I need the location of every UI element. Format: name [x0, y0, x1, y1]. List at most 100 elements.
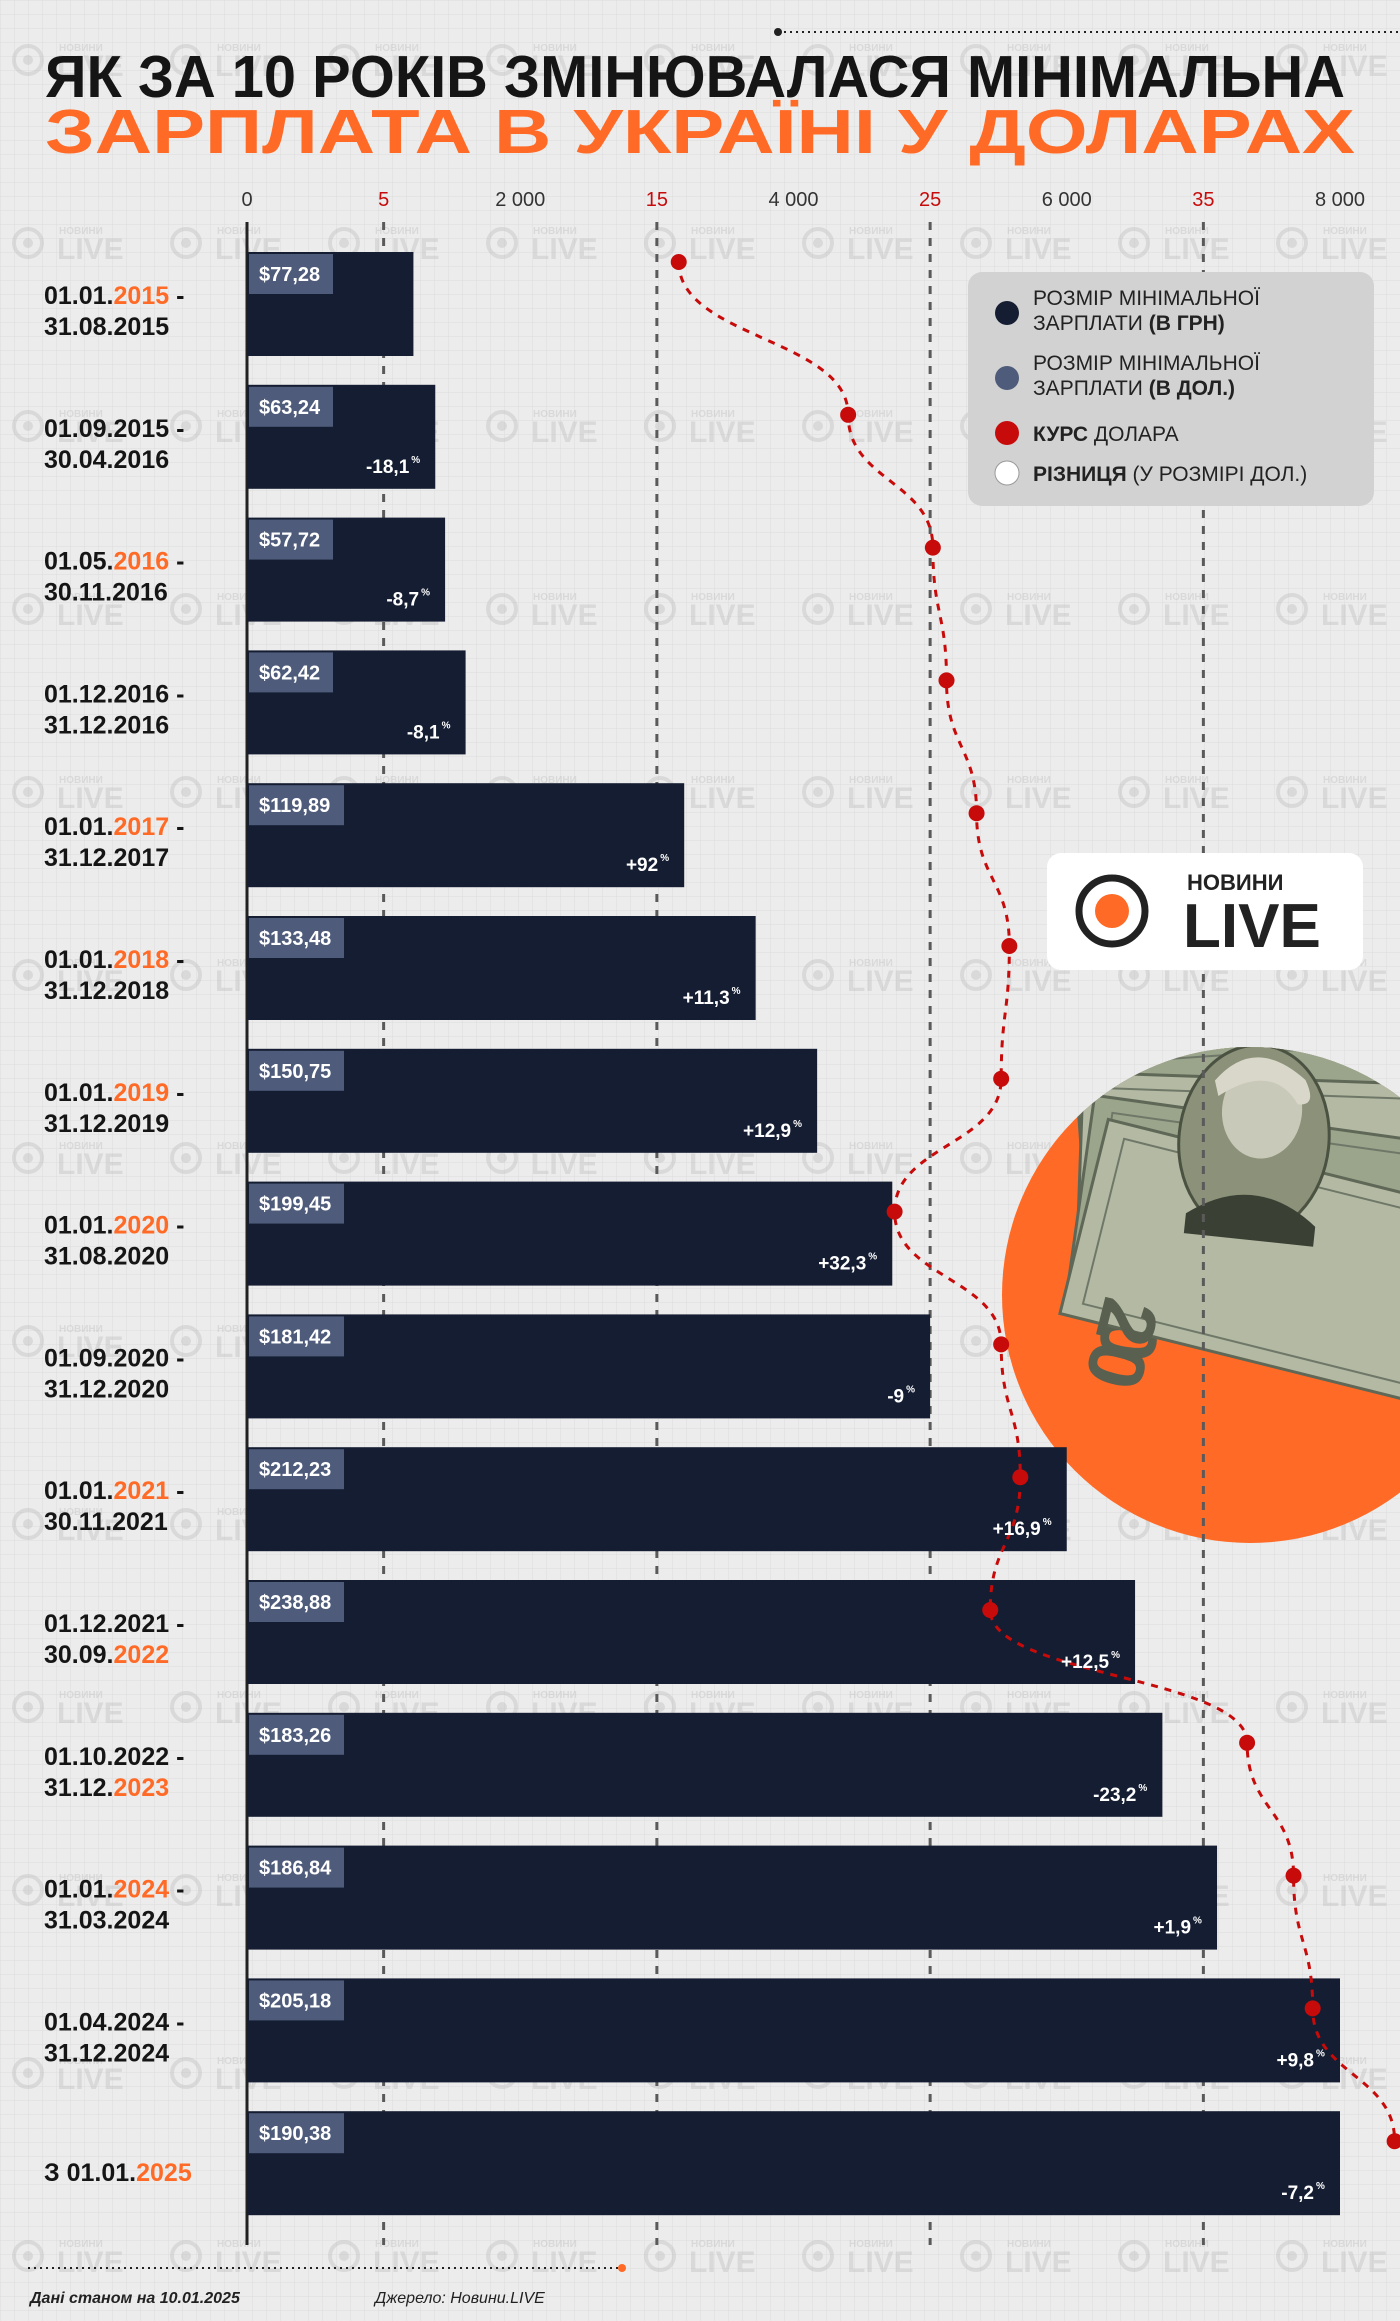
watermark-logo-dot-icon	[971, 1336, 981, 1346]
category-year: 2021	[114, 1477, 170, 1505]
legend-bold: КУРС	[1033, 423, 1088, 446]
title-line1: ЯК ЗА 10 РОКІВ ЗМІНЮВАЛАСЯ МІНІМАЛЬНА	[45, 44, 1345, 110]
bar-usd-tag	[249, 1050, 344, 1091]
bar-diff-label: +9,8	[1276, 2050, 1314, 2071]
watermark-logo-icon	[1276, 1691, 1308, 1723]
watermark-bottom: LIVE	[531, 50, 598, 83]
exchange-rate-point	[886, 1203, 903, 1220]
exchange-rate-point	[924, 539, 941, 556]
watermark-logo-dot-icon	[181, 604, 191, 614]
bar-diff-unit: %	[1316, 2048, 1325, 2059]
watermark-top: НОВИНИ	[59, 775, 103, 786]
watermark-logo-icon	[486, 227, 518, 259]
bar-diff-label: -18,1	[366, 457, 410, 478]
watermark-logo-icon	[960, 1142, 992, 1174]
category-text: 31.12.2024	[44, 2039, 169, 2067]
watermark-bottom: LIVE	[57, 2246, 124, 2279]
banknote-border	[1081, 1137, 1400, 1422]
category-label-line2: 30.11.2021	[44, 1508, 168, 1536]
bar-usd-tag	[249, 1582, 344, 1622]
exchange-rate-point	[968, 805, 985, 822]
portrait-hair	[1214, 1057, 1311, 1105]
watermark-top: НОВИНИ	[1165, 775, 1209, 786]
logo-dot-icon	[1095, 894, 1129, 928]
title-line-dot	[774, 28, 782, 36]
watermark-top: НОВИНИ	[533, 409, 577, 420]
footer-source: Джерело: Новини.LIVE	[373, 2290, 545, 2307]
bar-usd-tag	[249, 1183, 344, 1224]
watermark-logo-icon	[12, 593, 44, 625]
exchange-rate-point	[938, 672, 955, 689]
watermark-top: НОВИНИ	[217, 1873, 261, 1884]
watermark-logo-dot-icon	[497, 1153, 507, 1163]
watermark-top: НОВИНИ	[1007, 226, 1051, 237]
bar-usd-label: $133,48	[259, 928, 331, 950]
logo-ring-icon	[1075, 874, 1149, 948]
watermark-bottom: LIVE	[689, 50, 756, 83]
bar-diff-unit: %	[1138, 1783, 1147, 1794]
category-label-line1: 01.01.2020 -	[44, 1212, 184, 1240]
watermark-logo-dot-icon	[23, 970, 33, 980]
exchange-rate-point	[982, 1602, 999, 1618]
watermark-logo-icon	[1118, 227, 1150, 259]
watermark-logo-icon	[486, 44, 518, 76]
bar-diff-label: -7,2	[1281, 2183, 1314, 2204]
watermark-logo-dot-icon	[339, 1153, 349, 1163]
watermark-top: НОВИНИ	[1165, 43, 1209, 54]
watermark-logo-icon	[328, 44, 360, 76]
category-text: 31.08.2020	[44, 1243, 169, 1271]
watermark-top: НОВИНИ	[1323, 2056, 1367, 2067]
exchange-rate-point	[1285, 1867, 1302, 1884]
watermark-logo-dot-icon	[1129, 2251, 1139, 2261]
title-line2: ЗАРПЛАТА В УКРАЇНІ У ДОЛАРАХ	[45, 98, 1355, 167]
bar-diff-label: +12,5	[1061, 1652, 1110, 1673]
watermark-logo-dot-icon	[181, 421, 191, 431]
watermark-top: НОВИНИ	[849, 1141, 893, 1152]
watermark-logo-icon	[1276, 2240, 1308, 2272]
watermark-top: НОВИНИ	[59, 1690, 103, 1701]
watermark-top: НОВИНИ	[59, 409, 103, 420]
bar-diff-unit: %	[868, 1252, 877, 1263]
watermark-bottom: LIVE	[57, 1331, 124, 1364]
watermark-bottom: LIVE	[531, 416, 598, 449]
exchange-rate-point	[1012, 1469, 1029, 1486]
watermark-logo-dot-icon	[1129, 1519, 1139, 1529]
watermark-top: НОВИНИ	[217, 43, 261, 54]
watermark-bottom: LIVE	[689, 2246, 756, 2279]
watermark-top: НОВИНИ	[217, 958, 261, 969]
bar-usd-tag	[249, 785, 344, 826]
watermark-logo-icon	[802, 593, 834, 625]
watermark-logo-dot-icon	[1287, 1885, 1297, 1895]
bar-usd-label: $190,38	[259, 2123, 331, 2145]
category-label-line1: 01.01.2018 -	[44, 946, 184, 974]
watermark-logo-icon	[486, 410, 518, 442]
category-label-line2: 31.12.2020	[44, 1375, 169, 1403]
watermark-logo-icon	[1118, 776, 1150, 808]
category-label-line1: 01.01.2015 -	[44, 282, 184, 310]
watermark-bottom: LIVE	[1321, 782, 1388, 815]
watermark-bottom: LIVE	[1005, 50, 1072, 83]
watermark-logo-dot-icon	[1287, 2251, 1297, 2261]
axis-tick-rate: 35	[1192, 189, 1214, 211]
watermark-top: НОВИНИ	[217, 592, 261, 603]
watermark-top: НОВИНИ	[1323, 1873, 1367, 1884]
watermark-logo-dot-icon	[1129, 604, 1139, 614]
exchange-rate-point	[1239, 1734, 1256, 1751]
category-text: 31.12.2016	[44, 711, 169, 739]
watermark-bottom: LIVE	[1163, 50, 1230, 83]
watermark-logo-dot-icon	[497, 55, 507, 65]
category-text: 31.12.2017	[44, 844, 169, 872]
watermark-top: НОВИНИ	[59, 1324, 103, 1335]
